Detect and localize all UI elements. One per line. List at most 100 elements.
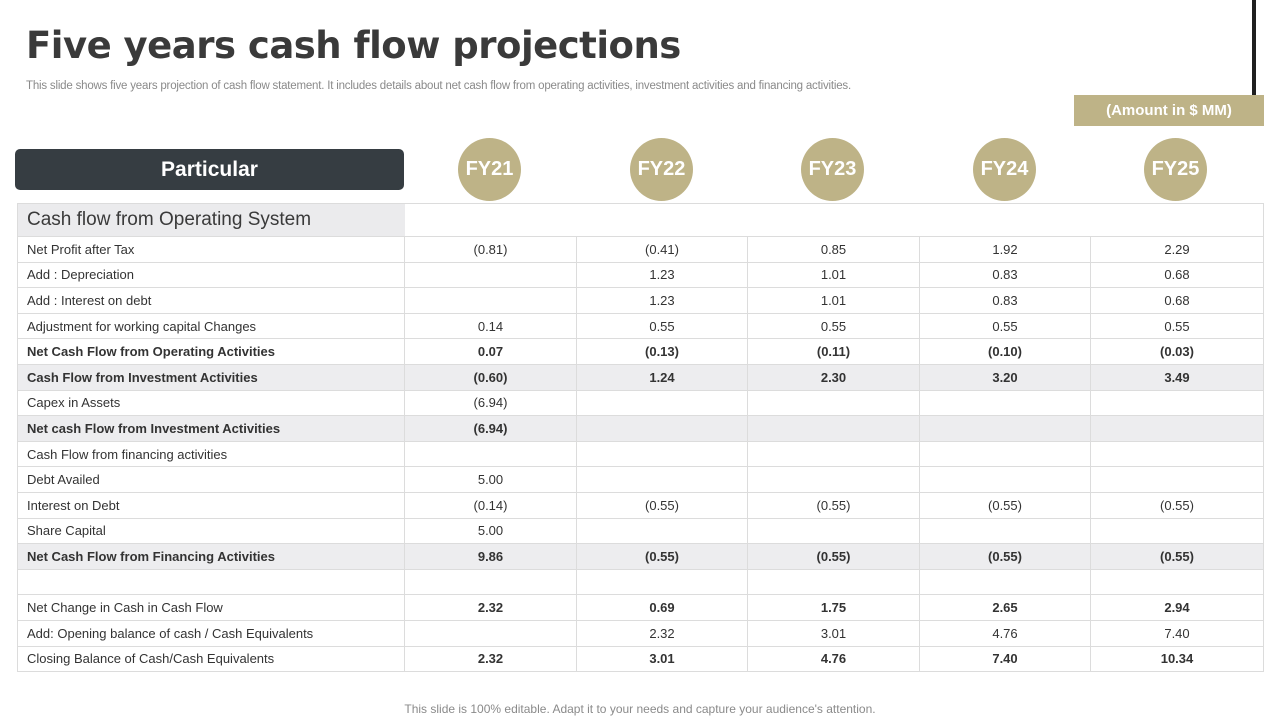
cell-fy21: 5.00 bbox=[404, 466, 577, 493]
cell-fy25: 2.94 bbox=[1090, 594, 1264, 621]
table-row: Net Change in Cash in Cash Flow 2.32 0.69 1… bbox=[17, 594, 1264, 621]
row-label: Net cash Flow from Investment Activities bbox=[17, 415, 405, 442]
year-badge-fy25: FY25 bbox=[1144, 138, 1207, 201]
section-heading-row: Cash flow from Operating System bbox=[17, 203, 1264, 237]
cell-fy24: 3.20 bbox=[919, 363, 1091, 391]
section-heading: Cash flow from Operating System bbox=[17, 203, 405, 237]
cell-fy21: (0.14) bbox=[404, 491, 577, 519]
cell-fy25 bbox=[1090, 389, 1264, 417]
cell-fy22: 0.55 bbox=[576, 312, 748, 340]
cell-fy23: 4.76 bbox=[747, 645, 920, 673]
cell-fy21: 0.14 bbox=[404, 312, 577, 340]
cell-fy22: 2.32 bbox=[576, 619, 748, 647]
accent-divider bbox=[1252, 0, 1256, 102]
cell-fy21: 2.32 bbox=[404, 594, 577, 621]
table-row: Closing Balance of Cash/Cash Equivalents… bbox=[17, 645, 1264, 673]
cell-fy25: 2.29 bbox=[1090, 236, 1264, 263]
cell-fy25: (0.55) bbox=[1090, 543, 1264, 570]
cell-fy21 bbox=[404, 440, 577, 468]
cell-fy23: 0.85 bbox=[747, 236, 920, 263]
row-label: Cash Flow from financing activities bbox=[17, 440, 405, 468]
cell-fy23 bbox=[747, 517, 920, 545]
table-row: Debt Availed 5.00 bbox=[17, 466, 1264, 493]
cell-fy24 bbox=[919, 389, 1091, 417]
cell-fy25: (0.03) bbox=[1090, 338, 1264, 365]
cell-fy22 bbox=[576, 440, 748, 468]
cell-fy23: 2.30 bbox=[747, 363, 920, 391]
table-row: Share Capital 5.00 bbox=[17, 517, 1264, 545]
row-label: Add : Interest on debt bbox=[17, 287, 405, 314]
page-title: Five years cash flow projections bbox=[26, 24, 681, 67]
cell-fy25: 3.49 bbox=[1090, 363, 1264, 391]
row-label: Debt Availed bbox=[17, 466, 405, 493]
cell-fy21: (0.60) bbox=[404, 363, 577, 391]
cell-fy22 bbox=[576, 415, 748, 442]
table-row: Add: Opening balance of cash / Cash Equi… bbox=[17, 619, 1264, 647]
cell-fy24: 1.92 bbox=[919, 236, 1091, 263]
cell-fy21 bbox=[404, 261, 577, 289]
cell-fy25: 0.68 bbox=[1090, 261, 1264, 289]
table-row bbox=[17, 568, 1264, 596]
cell-fy25 bbox=[1090, 440, 1264, 468]
year-badge-fy22: FY22 bbox=[630, 138, 693, 201]
table-row: Cash Flow from financing activities bbox=[17, 440, 1264, 468]
cell-fy24: 7.40 bbox=[919, 645, 1091, 673]
row-label: Adjustment for working capital Changes bbox=[17, 312, 405, 340]
cell-fy21: (6.94) bbox=[404, 389, 577, 417]
cell-fy25: (0.55) bbox=[1090, 491, 1264, 519]
cell-fy21: 2.32 bbox=[404, 645, 577, 673]
row-label: Interest on Debt bbox=[17, 491, 405, 519]
cell-fy22: (0.41) bbox=[576, 236, 748, 263]
cell-fy24 bbox=[919, 568, 1091, 596]
row-label: Net Cash Flow from Financing Activities bbox=[17, 543, 405, 570]
cell-fy25: 0.68 bbox=[1090, 287, 1264, 314]
cell-fy25 bbox=[1090, 568, 1264, 596]
row-label: Cash Flow from Investment Activities bbox=[17, 363, 405, 391]
table-row: Capex in Assets (6.94) bbox=[17, 389, 1264, 417]
cash-flow-table: Cash flow from Operating System Net Prof… bbox=[17, 203, 1264, 673]
cell-fy22: 1.23 bbox=[576, 261, 748, 289]
footer-note: This slide is 100% editable. Adapt it to… bbox=[404, 702, 876, 716]
cell-fy24: (0.10) bbox=[919, 338, 1091, 365]
cell-fy23: 1.75 bbox=[747, 594, 920, 621]
cell-fy24: 2.65 bbox=[919, 594, 1091, 621]
row-label: Net Change in Cash in Cash Flow bbox=[17, 594, 405, 621]
cell-fy24: 0.55 bbox=[919, 312, 1091, 340]
cell-fy25 bbox=[1090, 466, 1264, 493]
table-row: Add : Depreciation 1.23 1.01 0.83 0.68 bbox=[17, 261, 1264, 289]
cell-fy23 bbox=[747, 568, 920, 596]
table-row: Net Cash Flow from Financing Activities 9… bbox=[17, 543, 1264, 570]
row-label: Net Profit after Tax bbox=[17, 236, 405, 263]
row-label: Add : Depreciation bbox=[17, 261, 405, 289]
cell-fy22: 3.01 bbox=[576, 645, 748, 673]
cell-fy23 bbox=[747, 389, 920, 417]
cell-fy23 bbox=[747, 415, 920, 442]
cell-fy22: (0.55) bbox=[576, 543, 748, 570]
cell-fy23: 3.01 bbox=[747, 619, 920, 647]
cell-fy21 bbox=[404, 568, 577, 596]
cell-fy21: 9.86 bbox=[404, 543, 577, 570]
cell-fy22: 0.69 bbox=[576, 594, 748, 621]
cell-fy21: (6.94) bbox=[404, 415, 577, 442]
cell-fy23: 1.01 bbox=[747, 261, 920, 289]
table-row: Net Cash Flow from Operating Activities 0… bbox=[17, 338, 1264, 365]
cell-fy23: 1.01 bbox=[747, 287, 920, 314]
cell-fy24 bbox=[919, 517, 1091, 545]
cell-fy21: 0.07 bbox=[404, 338, 577, 365]
cell-fy25: 0.55 bbox=[1090, 312, 1264, 340]
particular-header: Particular bbox=[15, 149, 404, 190]
cell-fy22 bbox=[576, 466, 748, 493]
cell-fy21 bbox=[404, 287, 577, 314]
table-row: Adjustment for working capital Changes 0.… bbox=[17, 312, 1264, 340]
table-row: Net Profit after Tax (0.81) (0.41) 0.85 1.92… bbox=[17, 236, 1264, 263]
cell-fy22 bbox=[576, 389, 748, 417]
cell-fy23 bbox=[747, 440, 920, 468]
year-badge-fy23: FY23 bbox=[801, 138, 864, 201]
cell-fy25 bbox=[1090, 415, 1264, 442]
row-label: Net Cash Flow from Operating Activities bbox=[17, 338, 405, 365]
table-row: Add : Interest on debt 1.23 1.01 0.83 0.68 bbox=[17, 287, 1264, 314]
cell-fy25: 10.34 bbox=[1090, 645, 1264, 673]
cell-fy24 bbox=[919, 440, 1091, 468]
cell-fy22: (0.55) bbox=[576, 491, 748, 519]
row-label: Capex in Assets bbox=[17, 389, 405, 417]
